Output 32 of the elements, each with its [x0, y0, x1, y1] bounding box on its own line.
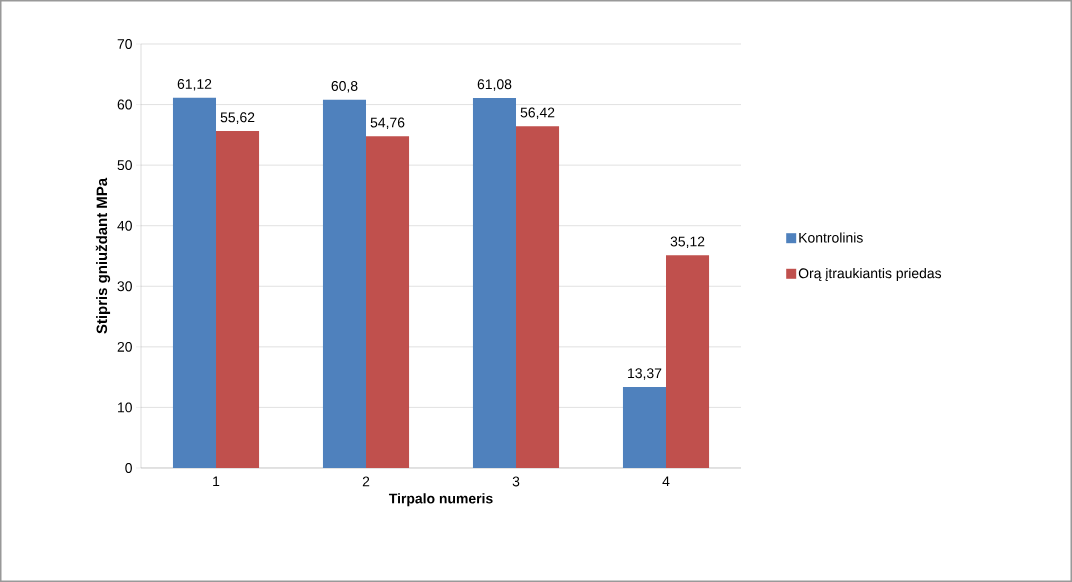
legend-label: Kontrolinis [799, 232, 863, 243]
bar [472, 98, 517, 468]
data-label: 60,8 [331, 80, 358, 93]
x-axis-title: Tirpalo numeris [388, 493, 493, 507]
bar [322, 99, 367, 468]
y-tick-label: 50 [117, 160, 132, 171]
legend-label: Orą įtraukiantis priedas [798, 267, 942, 281]
bar [172, 97, 217, 468]
y-tick-label: 30 [117, 281, 132, 292]
data-label: 13,37 [628, 368, 662, 380]
data-label: 35,12 [670, 236, 705, 249]
y-tick-label: 60 [117, 99, 132, 110]
x-tick-label: 2 [362, 476, 370, 487]
x-tick-label: 3 [512, 476, 520, 487]
data-label: 54,76 [370, 117, 405, 130]
x-tick-label: 1 [213, 476, 220, 487]
bar [366, 136, 410, 468]
y-tick-label: 70 [117, 39, 132, 49]
bar [666, 255, 710, 468]
y-tick-label: 0 [125, 463, 132, 473]
x-tick-label: 4 [662, 476, 670, 487]
data-label: 61,12 [177, 79, 212, 91]
y-tick-label: 40 [117, 220, 132, 231]
bar [622, 387, 667, 468]
bar [216, 131, 260, 468]
bar [516, 126, 560, 468]
data-label: 56,42 [520, 107, 555, 120]
data-label: 61,08 [477, 79, 512, 91]
data-label: 55,62 [220, 112, 255, 124]
y-axis-title: Stipris gniuždant MPa [95, 177, 111, 334]
y-tick-label: 20 [117, 341, 132, 352]
y-tick-label: 10 [118, 402, 132, 413]
